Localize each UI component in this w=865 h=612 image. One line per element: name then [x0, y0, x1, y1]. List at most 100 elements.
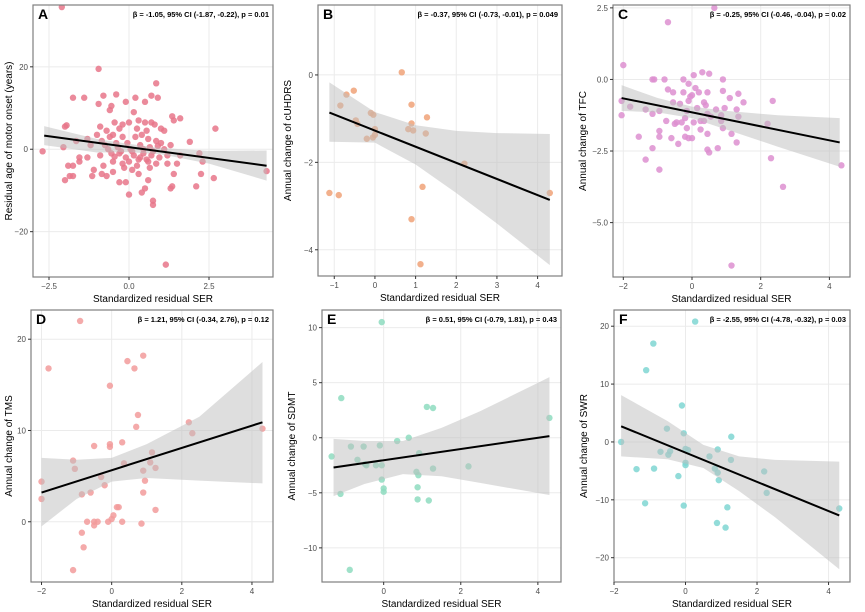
data-point	[121, 164, 128, 171]
data-point	[650, 340, 657, 347]
data-point	[80, 544, 87, 551]
data-point	[769, 97, 776, 105]
data-point	[733, 106, 740, 113]
stat-annotation: β = 1.21, 95% CI (-0.34, 2.76), p = 0.12	[138, 315, 269, 324]
panel-label: C	[618, 6, 628, 22]
data-point	[414, 496, 421, 503]
data-point	[414, 484, 421, 491]
y-tick-label: −10	[303, 544, 317, 553]
data-point	[635, 133, 642, 140]
data-point	[167, 185, 174, 192]
data-point	[633, 465, 640, 473]
data-point	[656, 127, 663, 135]
data-point	[649, 76, 656, 83]
x-axis-title: Standardized residual SER	[672, 599, 792, 610]
data-point	[76, 317, 84, 325]
data-point	[145, 176, 152, 184]
data-point	[688, 134, 696, 142]
data-point	[138, 131, 145, 139]
data-point	[164, 160, 171, 167]
data-point	[98, 170, 106, 178]
data-point	[148, 92, 155, 99]
x-tick-label: 4	[826, 587, 831, 596]
data-point	[106, 382, 114, 389]
x-tick-label: 0	[381, 587, 386, 596]
data-point	[108, 515, 115, 523]
data-point	[429, 404, 437, 412]
data-point	[661, 76, 668, 83]
y-tick-label: 0	[24, 145, 29, 154]
data-point	[650, 465, 658, 472]
plot-area	[39, 5, 270, 268]
y-tick-label: 0	[22, 518, 27, 527]
data-point	[143, 156, 150, 163]
confidence-band	[329, 82, 550, 266]
data-point	[84, 154, 91, 161]
stat-annotation: β = -0.37, 95% CI (-0.73, -0.01), p = 0.…	[418, 10, 558, 19]
plot-area	[618, 5, 845, 269]
data-point	[664, 18, 672, 26]
data-point	[129, 166, 136, 174]
data-point	[690, 119, 697, 126]
plot-area	[617, 318, 843, 570]
x-axis-title: Standardized residual SER	[381, 599, 501, 610]
data-point	[78, 529, 86, 536]
plot-frame	[30, 309, 274, 583]
data-point	[122, 154, 129, 161]
panel-d: −2 0 2 4 0 10 20 Standardized residual SER Annua…	[4, 309, 274, 610]
data-point	[131, 365, 138, 372]
data-point	[735, 90, 742, 97]
x-axis-title: Standardized residual SER	[671, 294, 791, 305]
data-point	[656, 166, 663, 173]
data-point	[838, 162, 845, 169]
data-point	[106, 106, 114, 114]
y-tick-label: −10	[595, 496, 609, 505]
data-point	[116, 125, 123, 132]
data-point	[125, 119, 133, 126]
x-tick-label: 0	[373, 281, 378, 290]
confidence-band	[621, 395, 840, 570]
regression-line	[44, 134, 267, 167]
y-tick-label: 10	[17, 426, 26, 435]
y-tick-label: −2	[304, 158, 314, 167]
data-point	[408, 215, 415, 223]
data-point	[380, 488, 387, 495]
x-axis-title: Standardized residual SER	[93, 294, 213, 305]
data-point	[132, 94, 139, 101]
data-point	[153, 160, 160, 167]
data-point	[125, 191, 133, 198]
plot-frame	[32, 4, 274, 278]
data-point	[724, 504, 731, 511]
y-tick-label: 5	[313, 379, 318, 388]
data-point	[122, 179, 129, 186]
plot-frame	[612, 4, 851, 278]
panel-label: E	[327, 311, 336, 327]
y-tick-label: 0.0	[597, 75, 609, 84]
data-point	[132, 133, 139, 141]
x-tick-label: 1	[413, 281, 418, 290]
data-point	[97, 152, 104, 159]
data-point	[705, 149, 713, 156]
data-point	[713, 519, 721, 527]
stat-annotation: β = -2.55, 95% CI (-4.78, -0.32), p = 0.…	[710, 315, 846, 324]
data-point	[156, 154, 163, 161]
y-tick-label: 20	[17, 335, 26, 344]
data-point	[95, 100, 102, 108]
data-point	[690, 71, 697, 79]
data-point	[109, 158, 117, 165]
data-point	[134, 411, 142, 419]
data-point	[649, 144, 656, 152]
data-point	[76, 158, 83, 165]
data-point	[118, 518, 126, 525]
y-axis-title: Annual change of TFC	[578, 91, 589, 191]
data-point	[728, 262, 735, 269]
data-point	[69, 162, 77, 169]
data-point	[197, 170, 205, 178]
y-tick-label: 0	[605, 438, 610, 447]
x-tick-label: 0	[683, 587, 688, 596]
data-point	[680, 502, 687, 509]
data-point	[680, 76, 687, 83]
data-point	[95, 65, 102, 73]
